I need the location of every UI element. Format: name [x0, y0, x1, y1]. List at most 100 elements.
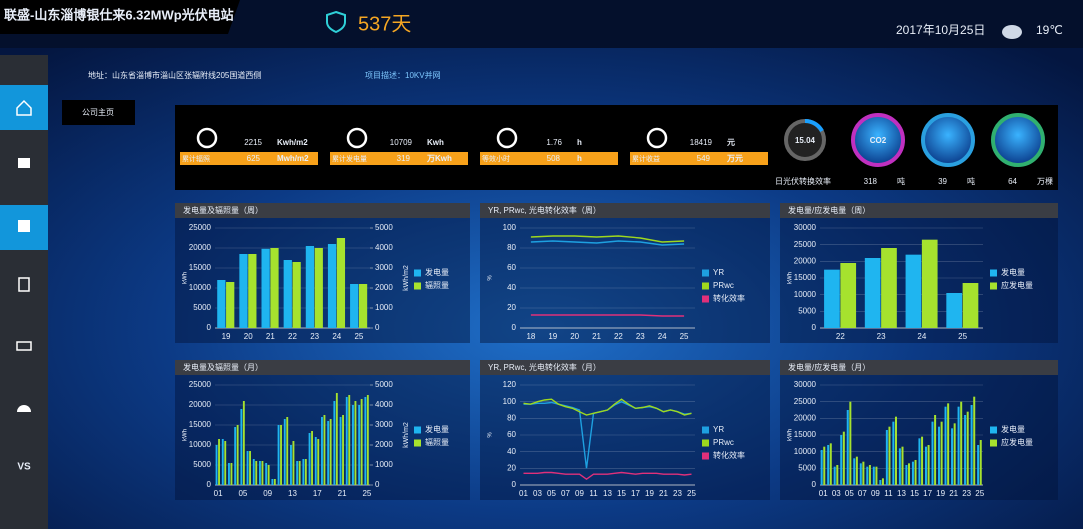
bar	[240, 409, 243, 485]
y-tick-label: 10000	[189, 283, 212, 292]
x-tick-label: 23	[310, 332, 319, 341]
kpi-value: 10709	[390, 138, 413, 147]
y2-tick-label: 3000	[375, 263, 393, 272]
bar	[944, 406, 947, 485]
y-tick-label: 15000	[189, 420, 212, 429]
shield-icon	[326, 10, 346, 34]
x-tick-label: 21	[949, 489, 958, 498]
y-tick-label: 80	[507, 243, 516, 252]
x-tick-label: 20	[244, 332, 253, 341]
bar	[862, 461, 865, 485]
nav-home[interactable]	[0, 85, 48, 130]
legend-label: PRwc	[713, 281, 734, 290]
bar	[840, 435, 843, 485]
bar	[868, 465, 871, 485]
x-tick-label: 09	[263, 489, 272, 498]
bar	[892, 421, 895, 485]
bar	[314, 437, 317, 485]
y2-tick-label: 0	[375, 323, 380, 332]
tab[interactable]	[62, 100, 135, 125]
x-tick-label: 24	[658, 332, 667, 341]
x-tick-label: 25	[362, 489, 371, 498]
bar	[317, 439, 320, 485]
bar	[333, 401, 336, 485]
nav-download[interactable]	[16, 341, 32, 351]
bar	[350, 284, 359, 328]
nav-vs[interactable]: VS	[17, 462, 31, 473]
y2-tick-label: 4000	[375, 243, 393, 252]
bar	[327, 244, 337, 328]
chart-panel	[480, 360, 770, 500]
legend-swatch	[414, 426, 421, 434]
project: 项目描述：10KV并网	[365, 70, 441, 80]
x-tick-label: 21	[659, 489, 668, 498]
nav-gauge[interactable]	[17, 405, 31, 412]
chart-header	[780, 360, 1058, 375]
bar	[953, 423, 956, 485]
bar	[962, 283, 979, 328]
y-tick-label: 20	[507, 303, 516, 312]
bar	[921, 239, 938, 328]
line	[523, 471, 692, 481]
x-tick-label: 11	[589, 489, 598, 498]
y-tick-label: 15000	[794, 273, 817, 282]
x-tick-label: 23	[673, 489, 682, 498]
bar	[358, 405, 361, 485]
y-axis-label: kWh	[183, 272, 189, 284]
legend-label: 应发电量	[1001, 437, 1033, 447]
x-tick-label: 13	[897, 489, 906, 498]
bar	[931, 421, 934, 485]
legend-swatch	[702, 282, 709, 290]
bar	[239, 254, 248, 328]
x-tick-label: 01	[819, 489, 828, 498]
y-tick-label: 20	[507, 463, 516, 472]
bar	[292, 262, 301, 328]
x-tick-label: 21	[338, 489, 347, 498]
y-tick-label: 0	[512, 323, 517, 332]
bar	[366, 395, 369, 485]
legend-swatch	[990, 282, 997, 290]
y-tick-label: 5000	[798, 463, 816, 472]
x-tick-label: 07	[561, 489, 570, 498]
y-tick-label: 5000	[193, 460, 211, 469]
bar	[252, 459, 255, 485]
chart-panel	[480, 203, 770, 343]
x-tick-label: 24	[917, 332, 926, 341]
saving-value: 64	[1008, 177, 1017, 186]
kpi-unit: 元	[727, 138, 735, 147]
legend-swatch	[702, 439, 709, 447]
chart-title: YR, PRwc, 光电转化效率（周）	[488, 205, 601, 215]
bar	[221, 439, 224, 485]
bar	[951, 428, 954, 485]
bar	[836, 465, 839, 485]
bar	[273, 479, 276, 485]
bar	[335, 393, 338, 485]
y-tick-label: 20000	[189, 243, 212, 252]
gauge-label: 日光伏转换效率	[775, 176, 831, 186]
x-tick-label: 21	[266, 332, 275, 341]
bar	[827, 445, 830, 485]
y2-axis-label: kWh/m2	[403, 422, 410, 448]
nav-folder[interactable]	[18, 158, 30, 168]
bar	[302, 459, 305, 485]
kpi-unit: Kwh/m2	[277, 138, 308, 147]
y-tick-label: 60	[507, 263, 516, 272]
bar	[894, 416, 897, 485]
saving-icon	[851, 113, 905, 167]
bar	[261, 248, 270, 328]
x-tick-label: 19	[936, 489, 945, 498]
bar	[224, 441, 227, 485]
home-icon	[16, 99, 32, 116]
bar	[234, 427, 237, 485]
kpi-value: 18419	[690, 138, 713, 147]
weather-icon	[1002, 25, 1022, 39]
bar	[271, 479, 274, 485]
bar	[888, 426, 891, 485]
bar	[311, 431, 313, 485]
bar	[283, 419, 286, 485]
bar	[960, 401, 963, 485]
bar	[879, 480, 882, 485]
bar	[938, 426, 941, 485]
nav-report[interactable]	[18, 277, 30, 292]
bar	[840, 263, 857, 328]
